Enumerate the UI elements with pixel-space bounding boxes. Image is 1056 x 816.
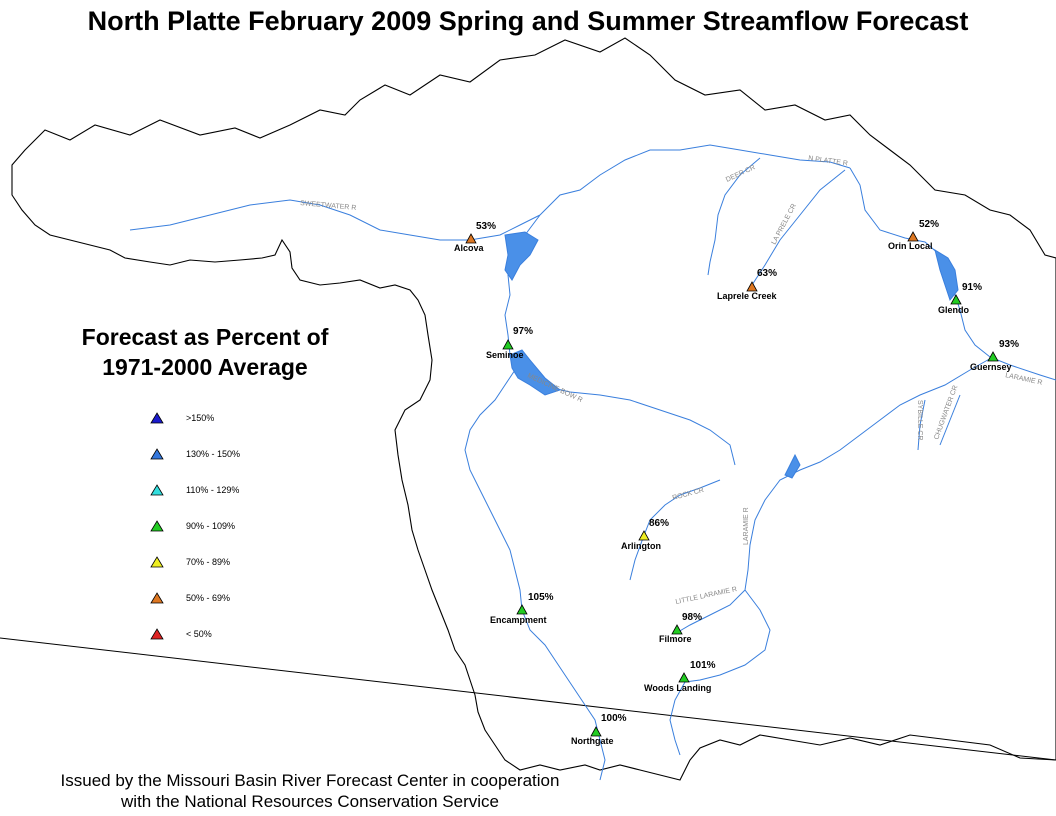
station-marker-icon <box>746 281 758 292</box>
station-name: Woods Landing <box>644 683 711 693</box>
triangle-marker-icon <box>150 628 164 640</box>
legend-title: Forecast as Percent of 1971-2000 Average <box>40 322 370 382</box>
triangle-marker-icon <box>150 520 164 532</box>
forecast-stations: 53% Alcova 97% Seminoe 63% Laprele Creek 52% Or… <box>454 219 1019 746</box>
station-percent: 86% <box>649 518 669 529</box>
station-percent: 91% <box>962 282 982 293</box>
station-guernsey: 93% Guernsey <box>970 339 1019 372</box>
reservoirs <box>504 231 959 479</box>
station-orin-local: 52% Orin Local <box>888 219 939 251</box>
river-label-sweetwater: SWEETWATER R <box>300 200 357 212</box>
station-name: Glendo <box>938 305 970 315</box>
station-name: Northgate <box>571 736 614 746</box>
station-woods-landing: 101% Woods Landing <box>644 660 716 693</box>
river-label-n-platte: N PLATTE R <box>808 155 849 167</box>
river-label-sybille: SYBILLE CR <box>916 400 923 440</box>
station-name: Alcova <box>454 243 485 253</box>
triangle-marker-icon <box>150 484 164 496</box>
footer-line2: with the National Resources Conservation… <box>121 792 499 811</box>
station-percent: 63% <box>757 268 777 279</box>
footer-line1: Issued by the Missouri Basin River Forec… <box>60 771 560 790</box>
legend-title-line2: 1971-2000 Average <box>102 354 308 380</box>
station-marker-icon <box>590 726 602 737</box>
station-percent: 52% <box>919 219 939 230</box>
station-percent: 101% <box>690 660 716 671</box>
station-percent: 105% <box>528 592 554 603</box>
river-label-little-laramie: LITTLE LARAMIE R <box>675 586 738 606</box>
triangle-marker-icon <box>150 448 164 460</box>
legend-label: 50% - 69% <box>186 593 231 603</box>
station-filmore: 98% Filmore <box>659 612 702 644</box>
station-marker-icon <box>638 530 650 541</box>
station-arlington: 86% Arlington <box>621 518 669 551</box>
station-marker-icon <box>678 672 690 683</box>
legend: >150% 130% - 150% 110% - 129% 90% - 109% 70%… <box>150 400 290 652</box>
station-marker-icon <box>671 624 683 635</box>
legend-label: 110% - 129% <box>186 485 240 495</box>
station-seminoe: 97% Seminoe <box>486 326 533 360</box>
triangle-marker-icon <box>150 412 164 424</box>
station-name: Laprele Creek <box>717 291 778 301</box>
legend-item: 50% - 69% <box>150 580 290 616</box>
station-laprele-creek: 63% Laprele Creek <box>717 268 778 301</box>
station-percent: 93% <box>999 339 1019 350</box>
station-glendo: 91% Glendo <box>938 282 982 315</box>
station-name: Filmore <box>659 634 692 644</box>
legend-label: < 50% <box>186 629 212 639</box>
river-label-laramie-lower: LARAMIE R <box>743 507 750 545</box>
station-name: Seminoe <box>486 350 524 360</box>
legend-label: >150% <box>186 413 215 423</box>
legend-item: 130% - 150% <box>150 436 290 472</box>
station-name: Guernsey <box>970 362 1012 372</box>
river-label-deer-cr: DEER CR <box>725 164 757 184</box>
river-label-rock-cr: ROCK CR <box>672 487 705 502</box>
station-name: Arlington <box>621 541 661 551</box>
station-name: Encampment <box>490 615 547 625</box>
triangle-marker-icon <box>150 592 164 604</box>
triangle-marker-icon <box>150 556 164 568</box>
station-marker-icon <box>516 604 528 615</box>
legend-label: 90% - 109% <box>186 521 236 531</box>
legend-item: >150% <box>150 400 290 436</box>
basin-boundary <box>11 37 1056 781</box>
station-marker-icon <box>987 351 999 362</box>
station-marker-icon <box>465 233 477 244</box>
station-alcova: 53% Alcova <box>454 221 496 253</box>
map-title: North Platte February 2009 Spring and Su… <box>87 6 969 36</box>
river-label-la-prele: LA PRELE CR <box>771 203 798 246</box>
state-line <box>0 637 1056 761</box>
legend-item: 90% - 109% <box>150 508 290 544</box>
station-encampment: 105% Encampment <box>490 592 554 625</box>
station-name: Orin Local <box>888 241 933 251</box>
station-marker-icon <box>950 294 962 305</box>
legend-item: < 50% <box>150 616 290 652</box>
legend-label: 130% - 150% <box>186 449 241 459</box>
footer: Issued by the Missouri Basin River Forec… <box>10 770 610 812</box>
station-northgate: 100% Northgate <box>571 713 627 746</box>
legend-item: 110% - 129% <box>150 472 290 508</box>
station-percent: 97% <box>513 326 533 337</box>
river-label-chugwater: CHUGWATER CR <box>933 385 959 441</box>
legend-title-line1: Forecast as Percent of <box>81 324 329 350</box>
legend-label: 70% - 89% <box>186 557 231 567</box>
station-percent: 53% <box>476 221 496 232</box>
station-marker-icon <box>502 339 514 350</box>
station-percent: 100% <box>601 713 627 724</box>
station-marker-icon <box>907 231 919 242</box>
legend-item: 70% - 89% <box>150 544 290 580</box>
station-percent: 98% <box>682 612 702 623</box>
